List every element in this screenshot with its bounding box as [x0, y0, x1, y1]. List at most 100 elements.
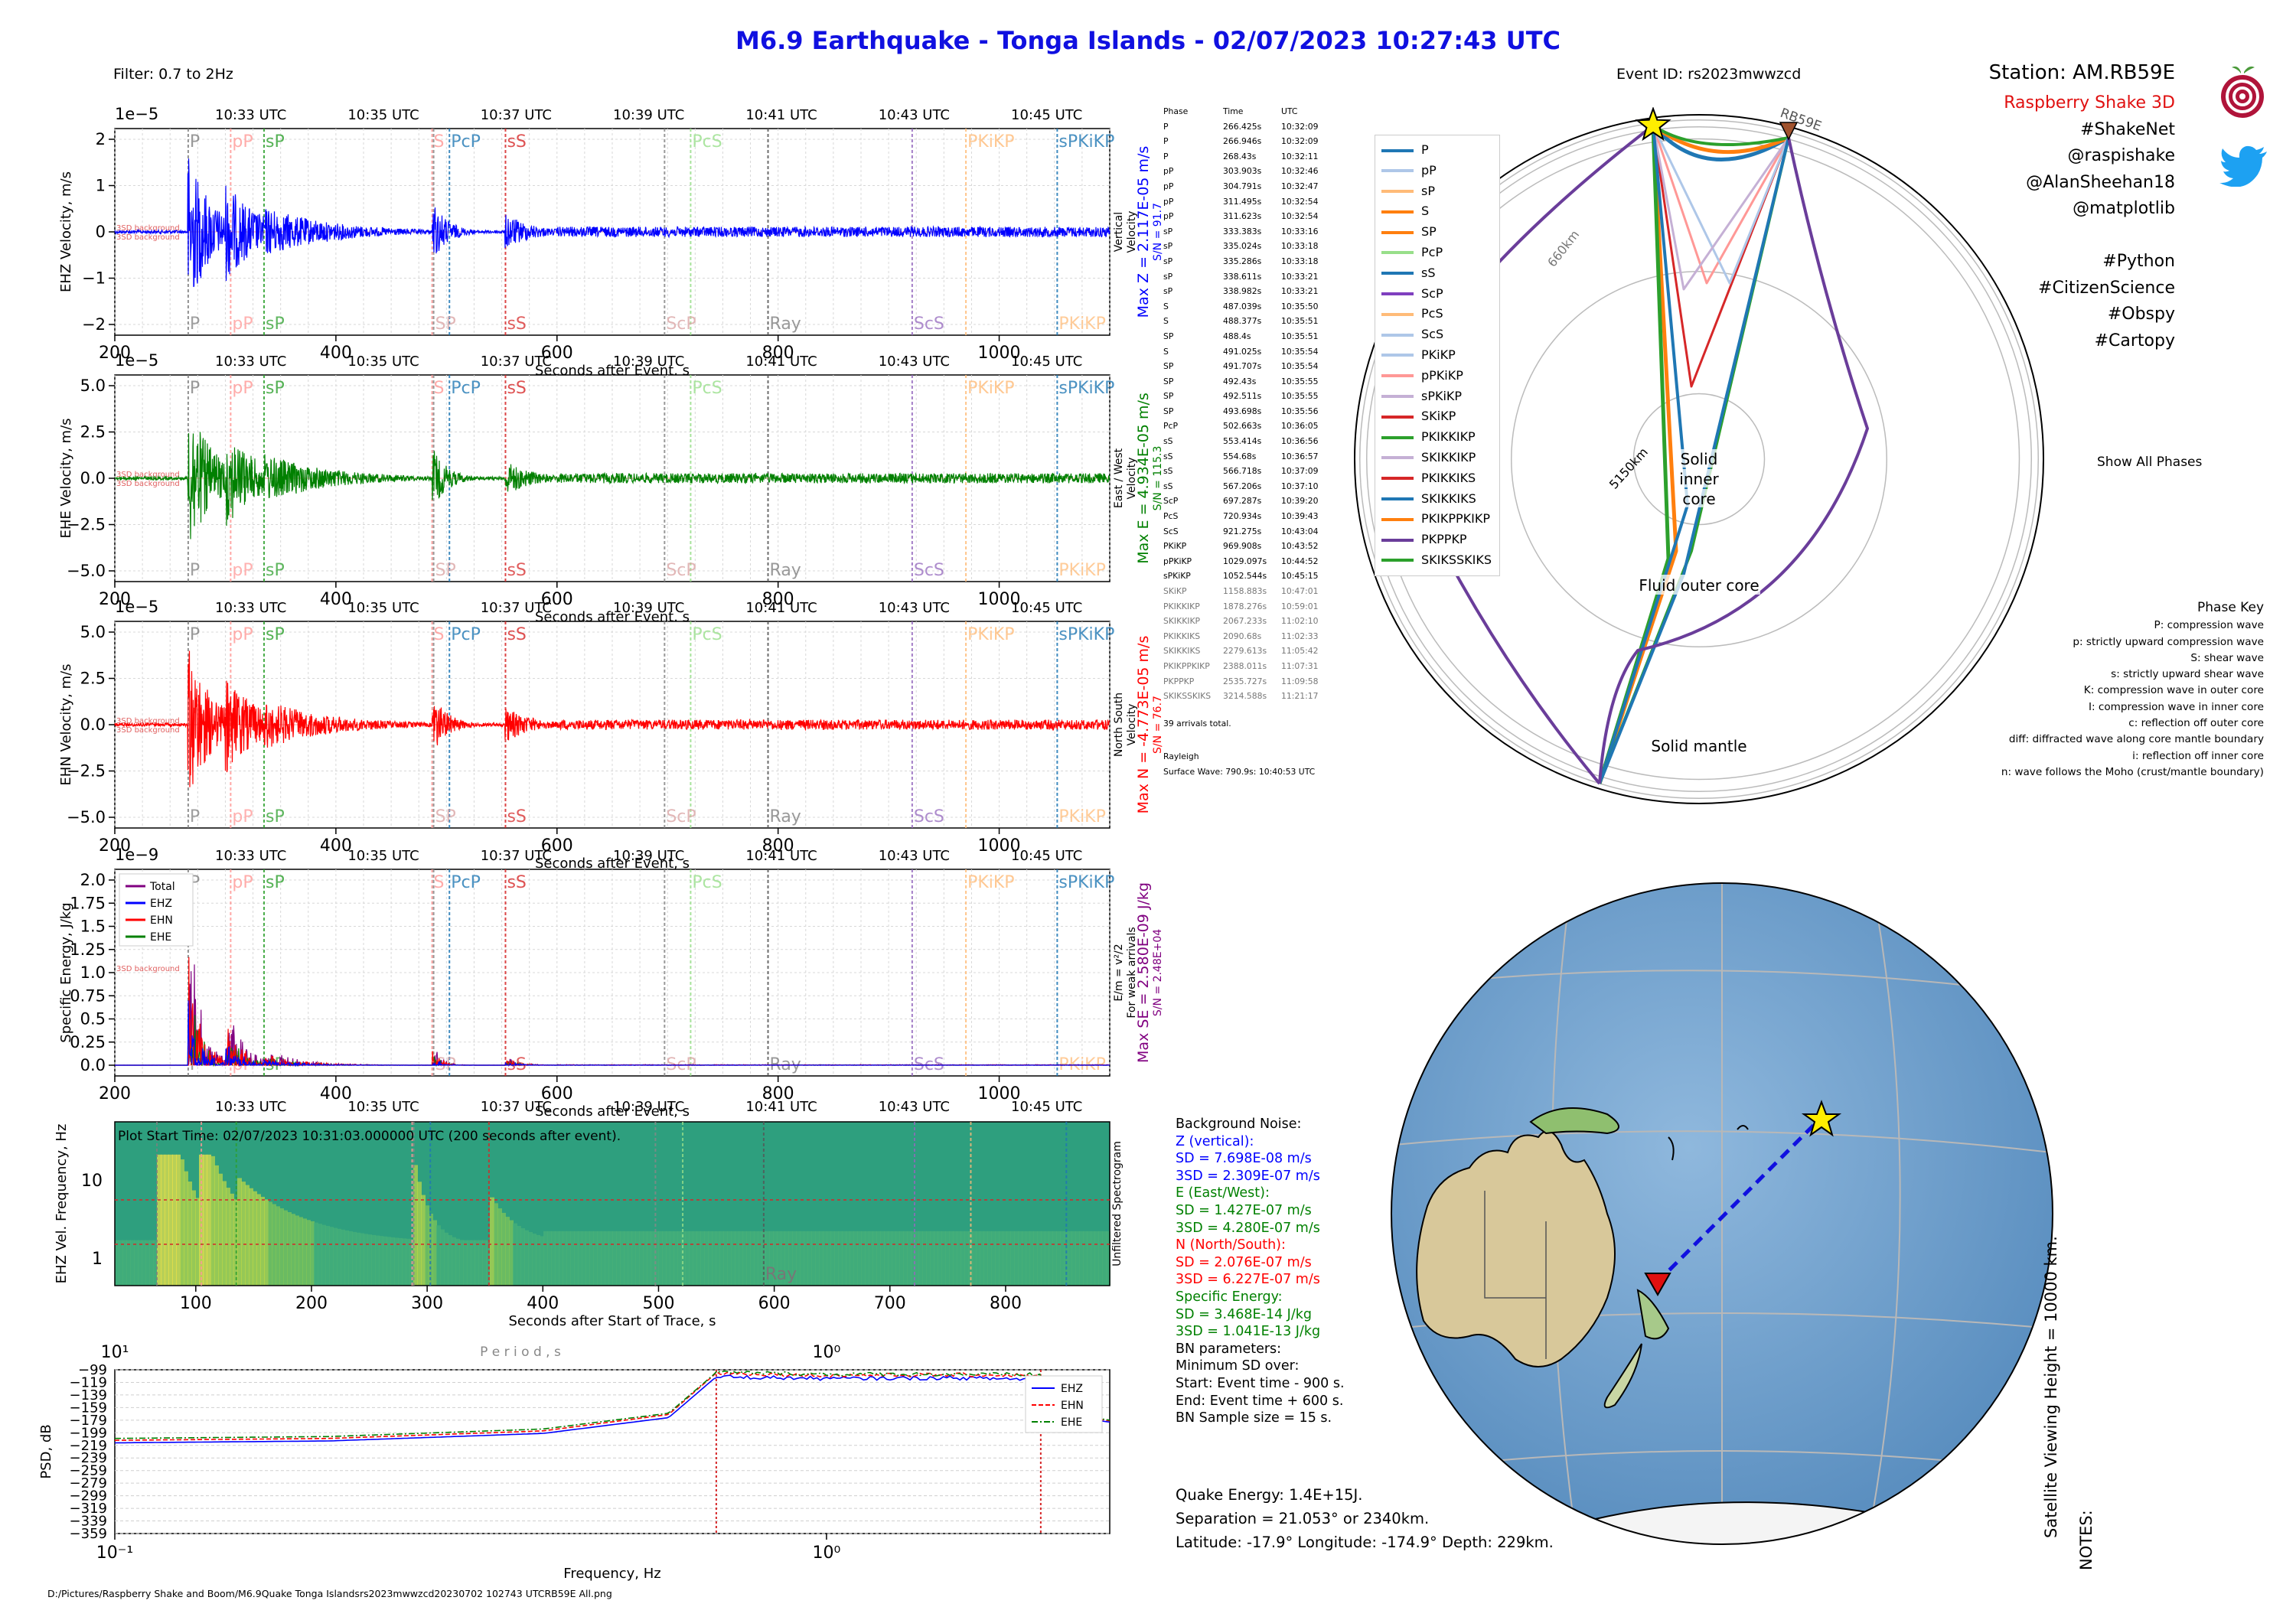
spectrogram-cell: [850, 1231, 854, 1286]
phase-label-bottom: PKiKP: [1058, 561, 1106, 580]
trace-line: [114, 650, 1110, 787]
phase-table-cell: pP: [1163, 211, 1174, 222]
spectrogram-cell: [585, 1231, 590, 1286]
phase-label-bottom: pP: [232, 315, 253, 334]
spectrogram-cell: [823, 1231, 827, 1286]
quake-location: Latitude: -17.9° Longitude: -174.9° Dept…: [1176, 1534, 1554, 1551]
spectrogram-cell: [750, 1231, 755, 1286]
spectrogram-cell: [957, 1231, 961, 1286]
phase-table-cell: 487.039s: [1223, 301, 1262, 311]
legend-label: SP: [1421, 224, 1437, 240]
spectrogram-cell: [846, 1231, 850, 1286]
event-id: Event ID: rs2023mwwzcd: [1616, 66, 1802, 83]
spectrogram-cell: [815, 1231, 820, 1286]
noise-line: SD = 1.427E-07 m/s: [1176, 1202, 1312, 1218]
phase-label-bottom: Ray: [770, 807, 801, 826]
phase-table-cell: 304.791s: [1223, 181, 1262, 191]
ray-legend-item: PcP: [1381, 243, 1492, 263]
phase-label-top: PKiKP: [967, 873, 1015, 892]
phase-label-bottom: Ray: [770, 561, 801, 580]
utc-tick-label: 10:33 UTC: [215, 107, 286, 123]
spectrogram-cell: [712, 1231, 716, 1286]
utc-tick-label: 10:37 UTC: [481, 848, 552, 864]
spectrogram-cell: [651, 1231, 655, 1286]
station-label: Station: AM.RB59E: [1988, 61, 2175, 84]
spectrogram-cell: [195, 1198, 200, 1286]
spectrogram-cell: [727, 1231, 732, 1286]
ray-legend-item: PKIKKIKS: [1381, 468, 1492, 489]
y-tick-label: 1.0: [80, 963, 106, 982]
phase-table-row: sP 338.611s 10:33:21: [1163, 269, 1319, 285]
phase-table-cell: SKIKSSKIKS: [1163, 691, 1212, 702]
x-tick-label: 200: [99, 836, 131, 856]
phase-table-cell: 311.623s: [1223, 211, 1262, 222]
phase-table-row: pP 311.623s 10:32:54: [1163, 209, 1319, 224]
spectrogram-cell: [639, 1231, 644, 1286]
phase-table-cell: SP: [1163, 376, 1174, 386]
spectrogram-cell: [800, 1231, 804, 1286]
depth-label: 5150km: [1606, 445, 1651, 491]
noise-line: Specific Energy:: [1176, 1289, 1283, 1305]
phase-table-cell: SP: [1163, 331, 1174, 341]
spectrogram-cell: [716, 1231, 720, 1286]
ray-legend-item: S: [1381, 201, 1492, 222]
phase-label-bottom: sP: [266, 807, 285, 826]
phase-label-top: PcP: [451, 132, 481, 152]
spectrogram-cell: [1041, 1231, 1045, 1286]
earth-layer-boundary: [1359, 119, 2039, 799]
legend-label: pPKiKP: [1421, 367, 1463, 383]
phase-table-cell: 11:07:31: [1281, 660, 1319, 671]
credits-list: Raspberry Shake 3D #ShakeNet @raspishake…: [2004, 90, 2175, 354]
spectrogram-cell: [153, 1240, 158, 1286]
spectrogram-cell: [203, 1154, 207, 1286]
y-tick-label: 1: [96, 177, 106, 195]
spectrogram-cell: [865, 1231, 869, 1286]
ray-path: [1598, 137, 1790, 784]
spectrogram-cell: [321, 1224, 326, 1286]
trace-panel: 2.0 1.75 1.5 1.25 1.0 0.75 0.5 0.25 0.0 10:33 UTC…: [58, 846, 1163, 1120]
spectrogram-cell: [677, 1231, 682, 1286]
spectrogram-cell: [291, 1214, 295, 1286]
phase-label-bottom: ScS: [914, 315, 944, 334]
phase-table-cell: 10:35:55: [1281, 376, 1319, 386]
phase-table-cell: 11:02:10: [1281, 616, 1319, 627]
y-tick-label: 2: [96, 130, 106, 148]
spectrogram-cell: [302, 1218, 307, 1286]
spectrogram-cell: [448, 1235, 452, 1286]
spectrogram-cell: [536, 1234, 540, 1286]
phase-table-cell: 554.68s: [1223, 451, 1257, 461]
spectrogram-cell: [765, 1231, 770, 1286]
legend-label: pP: [1421, 162, 1437, 178]
phase-label-bottom: ScP: [666, 807, 696, 826]
phase-table-cell: 10:32:54: [1281, 196, 1319, 207]
phase-table-cell: ScS: [1163, 526, 1179, 536]
phase-label-bottom: P: [190, 561, 200, 580]
spectrogram-cell: [991, 1231, 996, 1286]
phase-key-title: Phase Key: [2197, 600, 2264, 615]
spectrogram-cell: [895, 1231, 900, 1286]
phase-table-row: SKIKSSKIKS 3214.588s 11:21:17: [1163, 689, 1319, 704]
side-annotation: Max E = 4.934E-05 m/s: [1135, 393, 1152, 564]
earth-layer-boundary: [1366, 126, 2032, 792]
y-tick-label: −259: [70, 1463, 107, 1479]
side-annotation: Velocity: [1126, 704, 1138, 746]
spectrogram-cell: [425, 1205, 429, 1286]
spectrogram-cell: [559, 1231, 563, 1286]
spectrogram-cell: [298, 1217, 303, 1286]
phase-table-cell: 10:33:21: [1281, 271, 1319, 282]
phase-label-top: pP: [232, 625, 253, 644]
spectrogram-cell: [612, 1231, 617, 1286]
spectrogram-cell: [582, 1231, 586, 1286]
y-axis-label: PSD, dB: [38, 1424, 54, 1478]
phase-table-cell: 266.946s: [1223, 136, 1262, 147]
phase-label-bottom: P: [190, 807, 200, 826]
spectrogram-cell: [861, 1231, 866, 1286]
legend-swatch: [1381, 456, 1414, 460]
phase-table-row: PKIKKIKS 2090.68s 11:02:33: [1163, 629, 1319, 644]
legend-swatch: [1381, 415, 1414, 419]
spectrogram-cell: [918, 1231, 923, 1286]
phase-table-row: S 491.025s 10:35:54: [1163, 344, 1319, 360]
side-annotation: Max SE = 2.580E-09 J/kg: [1135, 882, 1152, 1063]
y-tick-label: −99: [78, 1362, 107, 1378]
phase-table-row: S 487.039s 10:35:50: [1163, 299, 1319, 315]
